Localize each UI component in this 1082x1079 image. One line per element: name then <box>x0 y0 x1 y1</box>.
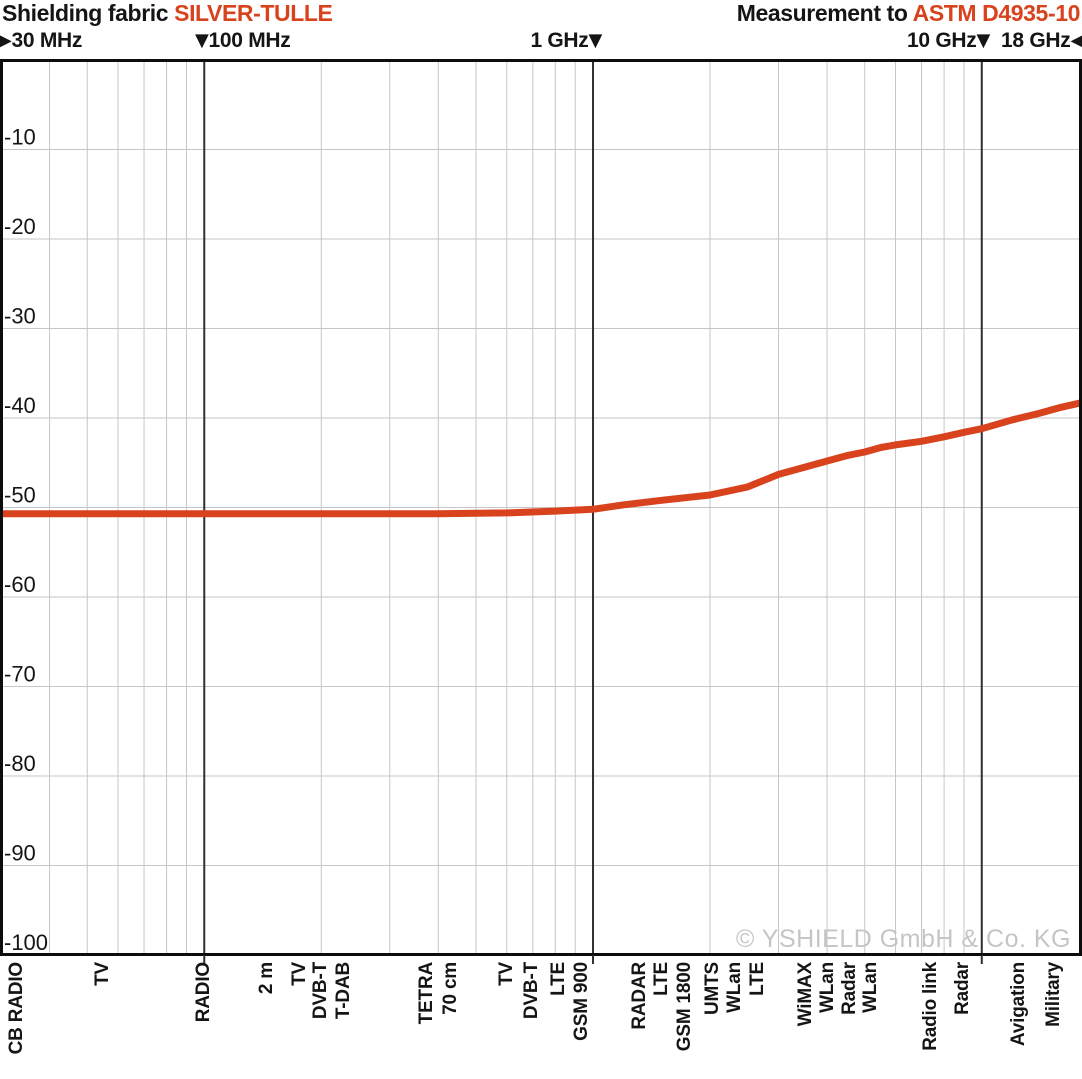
freq-marker-18ghz: 18 GHz◀ <box>1001 28 1082 55</box>
title-fabric-name: SILVER-TULLE <box>174 0 333 26</box>
freq-marker-30mhz: ▶30 MHz <box>0 28 82 55</box>
arrow-down-icon: ▼ <box>976 30 990 51</box>
freq-marker-1ghz: 1 GHz▼ <box>0 28 602 55</box>
freq-label-18ghz: 18 GHz <box>1001 29 1071 52</box>
arrow-down-icon: ▼ <box>588 30 602 51</box>
freq-label-30mhz: 30 MHz <box>11 29 83 52</box>
y-tick-label: -90 <box>4 841 36 866</box>
y-tick-label: -40 <box>4 393 36 418</box>
title-standard-name: ASTM D4935-10 <box>912 0 1081 26</box>
chart-title-left: Shielding fabric SILVER-TULLE <box>2 0 333 26</box>
attenuation-curve <box>1 399 1082 518</box>
y-tick-label: -30 <box>4 304 36 329</box>
freq-label-10ghz: 10 GHz <box>907 29 977 52</box>
y-tick-label: -70 <box>4 662 36 687</box>
freq-label-1ghz: 1 GHz <box>530 29 589 52</box>
arrow-down-icon: ▼ <box>195 30 209 51</box>
y-tick-label: -80 <box>4 751 36 776</box>
arrow-right-icon: ▶ <box>0 30 12 51</box>
freq-marker-10ghz: 10 GHz▼ <box>0 28 990 55</box>
chart-title-right: Measurement to ASTM D4935-10 <box>736 0 1081 26</box>
freq-label-100mhz: 100 MHz <box>208 29 291 52</box>
plot-border <box>0 59 1082 956</box>
title-fabric-prefix: Shielding fabric <box>2 0 175 26</box>
arrow-left-icon: ◀ <box>1070 30 1082 51</box>
y-tick-label: -10 <box>4 125 36 150</box>
title-measurement-prefix: Measurement to <box>736 0 913 26</box>
y-tick-label: -100 <box>4 930 48 955</box>
y-tick-label: -60 <box>4 572 36 597</box>
y-tick-label: -50 <box>4 483 36 508</box>
y-tick-label: -20 <box>4 214 36 239</box>
freq-marker-100mhz: ▼100 MHz <box>195 28 291 55</box>
copyright-watermark: © YSHIELD GmbH & Co. KG <box>735 925 1071 953</box>
